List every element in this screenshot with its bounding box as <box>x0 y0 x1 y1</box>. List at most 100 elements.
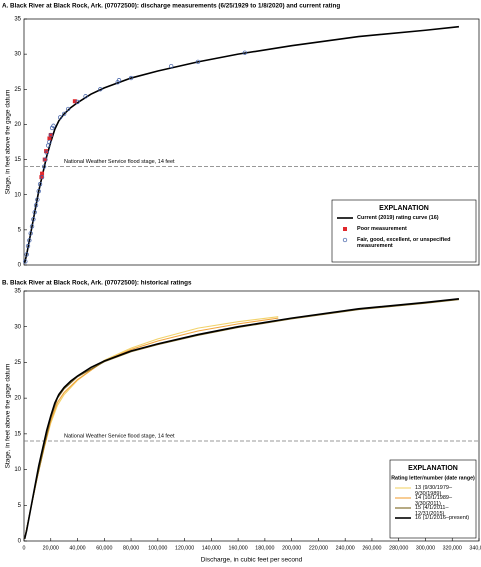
measurement <box>36 189 41 194</box>
y-tick-label: 20 <box>14 122 21 128</box>
y-tick-label: 15 <box>14 431 21 437</box>
measurement <box>43 157 48 162</box>
x-tick-label: 120,000 <box>175 545 194 551</box>
legend-label-box: 14 (10/1/1989–3/30/2011) <box>415 494 453 508</box>
x-tick-label: 140,000 <box>202 545 221 551</box>
legend-box <box>389 459 477 539</box>
y-axis-label: Stage, in feet above the gage datum <box>5 90 12 195</box>
y-tick-label: 0 <box>18 539 22 545</box>
legend-label: 13 (9/30/1979–9/30/1989) <box>415 484 453 498</box>
poor-measurement <box>47 136 52 141</box>
legend-title: EXPLANATION <box>379 205 429 212</box>
measurement <box>29 224 35 229</box>
x-tick-label: 260,000 <box>362 545 381 551</box>
y-tick-label: 20 <box>14 396 21 402</box>
y-tick-label: 5 <box>18 503 22 509</box>
measurement <box>242 50 247 55</box>
measurement <box>66 106 71 112</box>
legend-label: 16 (1/1/2016–present) <box>415 514 470 521</box>
legend-label-box: Fair, good, excellent, or unspecified me… <box>357 236 451 250</box>
legend-label-box: 13 (9/30/1979–9/30/1989) <box>415 484 453 498</box>
rating-curve <box>24 316 279 539</box>
y-axis-label: Stage, in feet above the gage datum <box>5 364 12 469</box>
legend-label: 15 (4/1/2011–12/31/2015) <box>415 504 449 518</box>
poor-measurement <box>39 175 44 180</box>
measurement <box>75 99 80 105</box>
legend-swatch <box>342 237 348 243</box>
x-tick-label: 40,000 <box>69 545 85 551</box>
chart-title: B. Black River at Black Rock, Ark. (0707… <box>2 280 192 287</box>
measurement <box>47 139 52 145</box>
x-tick-label: 60,000 <box>96 545 112 551</box>
legend-box <box>331 199 477 263</box>
x-tick-label: 240,000 <box>336 545 355 551</box>
poor-measurement <box>48 132 53 137</box>
measurement <box>48 132 53 138</box>
measurement <box>57 115 63 120</box>
chart-title: A. Black River at Black Rock, Ark. (0707… <box>2 3 340 10</box>
x-axis-label: Discharge, in cubic feet per second <box>201 557 303 564</box>
legend-label: 14 (10/1/1989–3/30/2011) <box>415 494 453 508</box>
measurement <box>28 231 33 236</box>
x-tick-label: 200,000 <box>282 545 301 551</box>
measurement <box>41 164 47 169</box>
x-tick-label: 320,000 <box>443 545 462 551</box>
x-tick-label: 280,000 <box>389 545 408 551</box>
poor-measurement <box>42 157 47 162</box>
rating-curve <box>23 298 460 540</box>
legend-label-box: 16 (1/1/2016–present) <box>415 514 470 521</box>
measurement <box>128 75 134 81</box>
measurement <box>23 259 28 264</box>
plot-frame <box>23 290 480 542</box>
x-tick-label: 20,000 <box>43 545 59 551</box>
legend-label-box: Poor measurement <box>357 225 407 232</box>
y-tick-label: 30 <box>14 52 21 58</box>
y-tick-label: 15 <box>14 157 21 163</box>
legend-title: EXPLANATION <box>408 465 458 472</box>
flood-stage-annotation: National Weather Service flood stage, 14… <box>64 159 175 165</box>
x-tick-label: 0 <box>23 545 26 551</box>
legend-subtitle: Rating letter/number (date range) <box>391 475 475 481</box>
legend-label: Current (2019) rating curve (16) <box>357 214 439 221</box>
measurement <box>195 59 201 65</box>
y-tick-label: 35 <box>14 17 21 23</box>
measurement <box>45 143 51 148</box>
rating-curve <box>23 25 460 264</box>
plot-frame <box>23 18 480 266</box>
measurement <box>98 87 103 92</box>
x-tick-label: 80,000 <box>123 545 139 551</box>
measurement <box>44 150 49 155</box>
y-tick-label: 25 <box>14 87 21 93</box>
measurement <box>25 243 31 249</box>
measurement <box>116 77 122 83</box>
y-tick-label: 10 <box>14 192 21 198</box>
x-tick-label: 300,000 <box>416 545 435 551</box>
x-tick-label: 100,000 <box>148 545 167 551</box>
measurement <box>83 94 88 99</box>
measurement <box>51 123 56 128</box>
legend-label: Fair, good, excellent, or unspecified me… <box>357 236 451 250</box>
measurement <box>49 125 55 131</box>
x-tick-label: 180,000 <box>255 545 274 551</box>
y-tick-label: 30 <box>14 324 21 330</box>
x-tick-label: 160,000 <box>229 545 248 551</box>
measurement <box>37 182 43 187</box>
y-tick-label: 25 <box>14 360 21 366</box>
legend-swatch <box>343 227 347 231</box>
measurement <box>169 63 174 69</box>
legend-label-box: Current (2019) rating curve (16) <box>357 214 439 221</box>
y-tick-label: 5 <box>18 227 22 233</box>
measurement <box>115 80 120 85</box>
x-tick-label: 220,000 <box>309 545 328 551</box>
legend-label-box: 15 (4/1/2011–12/31/2015) <box>415 504 449 518</box>
measurement <box>33 203 39 208</box>
measurement <box>61 111 67 117</box>
poor-measurement <box>72 99 77 104</box>
rating-curve <box>24 317 279 539</box>
y-tick-label: 0 <box>18 263 22 269</box>
measurement <box>27 238 32 243</box>
x-tick-label: 340,000 <box>469 545 481 551</box>
y-tick-label: 35 <box>14 289 21 295</box>
legend-label: Poor measurement <box>357 225 407 232</box>
y-tick-label: 10 <box>14 467 21 473</box>
